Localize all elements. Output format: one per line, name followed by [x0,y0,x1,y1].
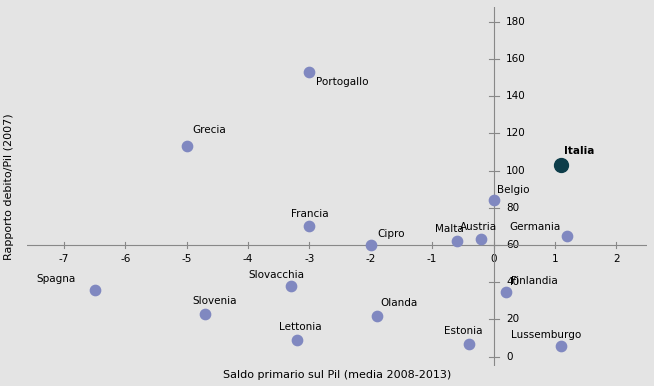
Point [304,223,315,230]
Text: Slovenia: Slovenia [193,296,237,306]
Text: Finlandia: Finlandia [511,276,557,286]
Point [366,242,376,248]
Point [464,340,474,347]
Text: 180: 180 [506,17,526,27]
Point [556,342,566,349]
Text: Olanda: Olanda [380,298,417,308]
Text: 0: 0 [506,352,513,362]
Text: 2: 2 [613,254,620,264]
Text: Saldo primario sul Pil (media 2008-2013): Saldo primario sul Pil (media 2008-2013) [223,370,451,380]
Text: Portogallo: Portogallo [315,77,368,87]
Point [200,311,211,317]
Text: 40: 40 [506,277,519,287]
Text: Lussemburgo: Lussemburgo [511,330,581,340]
Point [286,283,296,289]
Text: Belgio: Belgio [496,185,529,195]
Text: -6: -6 [120,254,130,264]
Text: -2: -2 [366,254,376,264]
Text: 0: 0 [490,254,497,264]
Text: Grecia: Grecia [193,125,226,135]
Text: Germania: Germania [509,222,560,232]
Text: 120: 120 [506,129,526,139]
Text: 60: 60 [506,240,519,250]
Text: -3: -3 [304,254,315,264]
Point [181,143,192,149]
Text: 160: 160 [506,54,526,64]
Text: -7: -7 [59,254,69,264]
Point [500,288,511,295]
Text: 1: 1 [552,254,559,264]
Text: Rapporto debito/Pil (2007): Rapporto debito/Pil (2007) [3,113,14,260]
Text: 140: 140 [506,91,526,101]
Text: Cipro: Cipro [377,230,404,239]
Point [451,238,462,244]
Text: Lettonia: Lettonia [279,322,321,332]
Text: Slovacchia: Slovacchia [248,271,304,280]
Text: Spagna: Spagna [36,274,75,284]
Point [489,197,499,203]
Text: -1: -1 [427,254,438,264]
Point [304,69,315,75]
Point [371,313,382,319]
Text: Austria: Austria [460,222,497,232]
Text: 100: 100 [506,166,526,176]
Text: Italia: Italia [564,146,594,156]
Text: Estonia: Estonia [445,326,483,336]
Text: Francia: Francia [291,209,328,219]
Point [562,233,572,239]
Text: 20: 20 [506,315,519,325]
Point [90,287,100,293]
Point [556,162,566,168]
Text: Malta: Malta [436,224,464,234]
Text: -4: -4 [243,254,253,264]
Text: -5: -5 [181,254,192,264]
Point [292,337,302,343]
Point [476,236,487,242]
Text: 80: 80 [506,203,519,213]
